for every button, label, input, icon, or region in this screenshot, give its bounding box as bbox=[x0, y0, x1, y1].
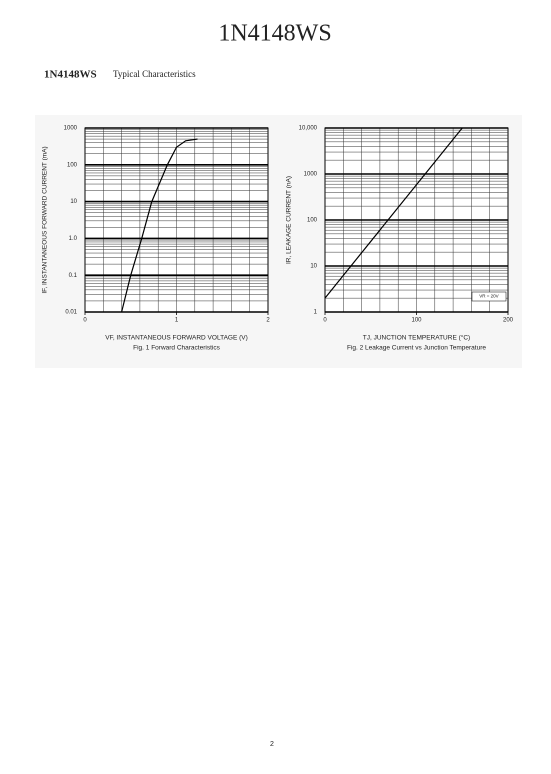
data-line bbox=[324, 127, 463, 299]
y-axis-label: IR, LEAKAGE CURRENT (nA) bbox=[286, 176, 293, 264]
annotation-box bbox=[471, 291, 507, 302]
y-tick-label: 100 bbox=[67, 162, 78, 168]
x-tick-label: 0 bbox=[323, 318, 327, 324]
y-tick-label: 10,000 bbox=[299, 126, 318, 132]
y-axis-label: IF, INSTANTANEOUS FORWARD CURRENT (mA) bbox=[42, 146, 49, 293]
x-axis-label: VF, INSTANTANEOUS FORWARD VOLTAGE (V) bbox=[105, 335, 248, 342]
figure-caption: Fig. 2 Leakage Current vs Junction Tempe… bbox=[347, 345, 486, 352]
data-line bbox=[121, 138, 198, 313]
x-tick-label: 0 bbox=[83, 318, 87, 324]
y-tick-label: 10 bbox=[70, 199, 77, 205]
annotation: VR = 20V bbox=[479, 294, 498, 299]
y-tick-label: 1000 bbox=[64, 126, 78, 132]
x-axis-label: TJ, JUNCTION TEMPERATURE (°C) bbox=[363, 334, 470, 342]
y-tick-label: 0.01 bbox=[65, 310, 77, 316]
y-tick-label: 100 bbox=[307, 218, 318, 224]
page-number: 2 bbox=[270, 741, 274, 748]
figure-caption: Fig. 1 Forward Characteristics bbox=[133, 345, 220, 352]
x-tick-label: 100 bbox=[411, 318, 422, 324]
x-tick-label: 200 bbox=[503, 318, 514, 324]
y-tick-label: 1 bbox=[314, 310, 318, 316]
y-tick-label: 0.1 bbox=[69, 273, 78, 279]
part-number: 1N4148WS bbox=[44, 69, 97, 81]
y-tick-label: 1000 bbox=[304, 172, 318, 178]
y-tick-label: 10 bbox=[310, 264, 317, 270]
x-tick-label: 1 bbox=[175, 318, 179, 324]
subtitle: Typical Characteristics bbox=[113, 69, 196, 79]
x-tick-label: 2 bbox=[266, 318, 270, 324]
y-tick-label: 1.0 bbox=[69, 236, 78, 242]
page-title: 1N4148WS bbox=[218, 21, 331, 47]
